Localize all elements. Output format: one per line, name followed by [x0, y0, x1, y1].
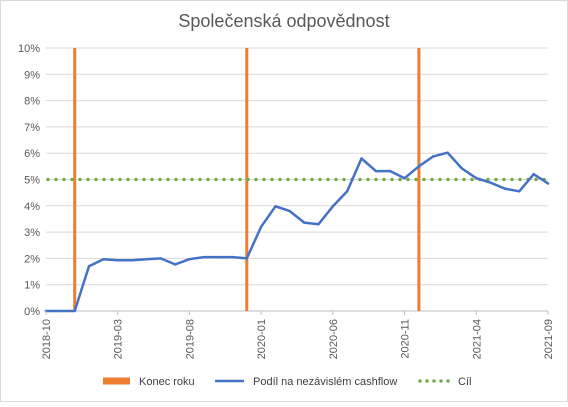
x-tick-label: 2020-06: [328, 319, 340, 359]
x-tick-label: 2019-08: [184, 319, 196, 359]
series-line-path: [44, 151, 550, 313]
series-point: [73, 309, 76, 313]
legend-label-cil: Cíl: [458, 376, 471, 388]
series-point: [331, 205, 335, 208]
legend-swatch-konec-roku: [103, 377, 130, 385]
series-point: [460, 167, 464, 170]
series-point: [231, 255, 234, 259]
y-tick-label: 5%: [24, 175, 40, 187]
x-tick-label: 2021-04: [471, 319, 483, 359]
series-point: [389, 169, 392, 173]
series-point: [259, 225, 263, 229]
x-axis-labels: 2018-10 2019-03 2019-08 2020-01 2020-06 2020-…: [41, 311, 555, 359]
series-point: [102, 257, 105, 261]
legend-label-konec-roku: Konec roku: [139, 376, 195, 388]
y-axis-labels: 0% 1% 2% 3% 4% 5% 6% 7% 8% 9% 10%: [18, 43, 40, 318]
y-tick-label: 2%: [24, 253, 40, 265]
series-line: [44, 151, 550, 313]
series-point: [159, 257, 162, 260]
series-point: [317, 223, 320, 226]
series-point: [475, 176, 478, 180]
x-tick-label: 2021-09: [543, 319, 555, 359]
legend: Konec roku Podíl na nezávislém cashflow Cí…: [103, 376, 471, 388]
series-point: [87, 265, 91, 268]
series-point: [346, 190, 349, 193]
y-tick-label: 10%: [18, 43, 40, 55]
series-point: [432, 155, 435, 158]
series-point: [130, 259, 134, 262]
series-point: [145, 257, 148, 261]
series-point: [360, 157, 363, 160]
series-point: [417, 165, 421, 168]
series-point: [374, 169, 378, 173]
y-tick-label: 3%: [24, 227, 40, 239]
x-tick-label: 2020-01: [256, 319, 268, 359]
y-tick-label: 0%: [24, 306, 40, 318]
series-point: [546, 182, 550, 185]
series-point: [288, 209, 292, 213]
series-point: [202, 255, 205, 259]
series-point: [188, 257, 191, 261]
x-tick-label: 2020-11: [400, 319, 412, 359]
legend-item-konec-roku: Konec roku: [103, 376, 195, 388]
legend-item-podil: Podíl na nezávislém cashflow: [215, 376, 397, 388]
chart-title: Společenská odpovědnost: [178, 11, 389, 31]
series-point: [274, 205, 277, 208]
legend-label-podil: Podíl na nezávislém cashflow: [253, 376, 397, 388]
legend-item-cil: Cíl: [418, 376, 471, 388]
series-point: [489, 181, 492, 184]
series-point: [403, 176, 406, 180]
series-point: [503, 187, 507, 190]
series-point: [245, 257, 248, 260]
y-tick-label: 8%: [24, 96, 40, 108]
y-tick-label: 6%: [24, 148, 40, 160]
series-point: [532, 173, 535, 176]
series-point: [116, 259, 119, 262]
y-tick-label: 7%: [24, 122, 40, 134]
series-point: [302, 221, 306, 224]
y-tick-label: 1%: [24, 280, 40, 292]
series-point: [59, 309, 62, 313]
series-point: [216, 255, 220, 259]
y-tick-label: 4%: [24, 201, 40, 213]
series-point: [173, 263, 177, 266]
series-point: [446, 151, 449, 154]
y-tick-label: 9%: [24, 69, 40, 81]
series-point: [518, 190, 521, 193]
x-tick-label: 2019-03: [113, 319, 125, 359]
x-tick-label: 2018-10: [41, 319, 53, 359]
